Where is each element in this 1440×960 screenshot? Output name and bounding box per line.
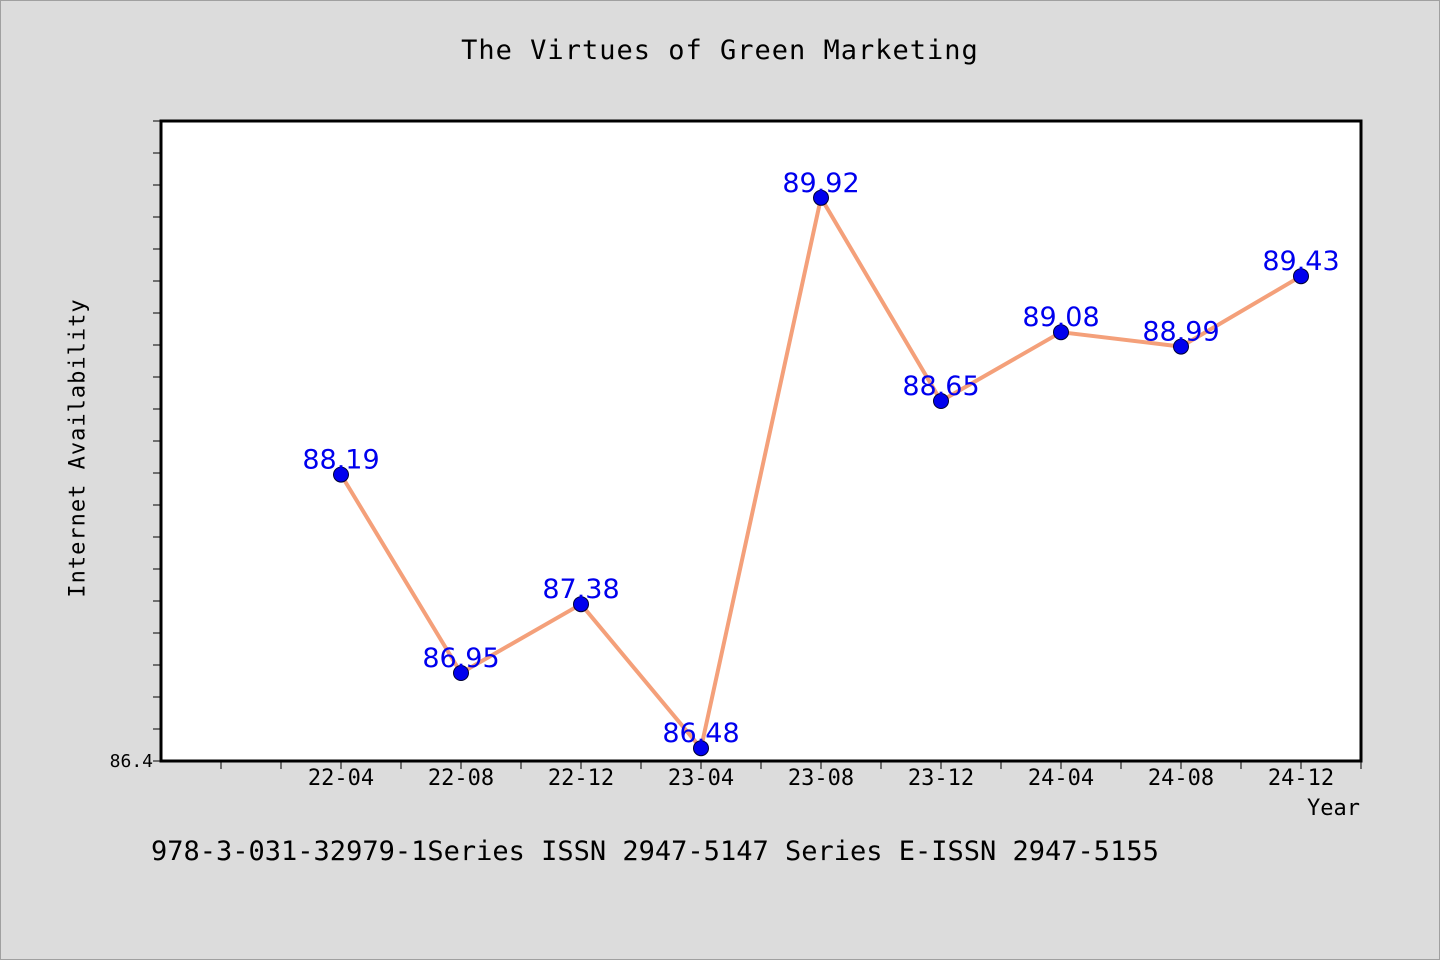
data-label: 89.43 (1262, 246, 1339, 277)
data-point (1053, 324, 1069, 341)
data-point (933, 393, 949, 409)
data-label: 89.92 (782, 168, 859, 199)
x-tick-label: 23-12 (908, 766, 974, 791)
data-point (573, 596, 589, 613)
data-point (1173, 338, 1189, 355)
plot-area (159, 119, 1363, 763)
x-tick-label: 22-12 (548, 766, 614, 791)
data-label: 88.65 (902, 371, 979, 402)
data-point (813, 189, 829, 206)
data-label: 88.99 (1142, 317, 1219, 348)
data-label: 86.95 (422, 643, 499, 674)
data-label: 86.48 (662, 718, 739, 749)
x-tick-label: 24-04 (1028, 766, 1094, 791)
x-tick-label: 22-04 (308, 766, 374, 791)
data-label: 89.08 (1022, 302, 1099, 333)
chart-title: The Virtues of Green Marketing (461, 35, 979, 66)
x-axis-label: Year (1307, 796, 1360, 821)
data-label: 87.38 (542, 574, 619, 605)
y-tick-label: 86.4 (110, 751, 153, 772)
x-tick-label: 23-04 (668, 766, 734, 791)
footnote: 978-3-031-32979-1Series ISSN 2947-5147 S… (151, 836, 1159, 867)
data-point (693, 740, 709, 757)
data-point (333, 466, 349, 483)
data-label: 88.19 (302, 445, 379, 476)
data-point (1293, 268, 1309, 285)
x-tick-label: 24-12 (1268, 766, 1334, 791)
x-tick-label: 24-08 (1148, 766, 1214, 791)
x-tick-label: 23-08 (788, 766, 854, 791)
data-point (453, 665, 469, 681)
x-tick-label: 22-08 (428, 766, 494, 791)
